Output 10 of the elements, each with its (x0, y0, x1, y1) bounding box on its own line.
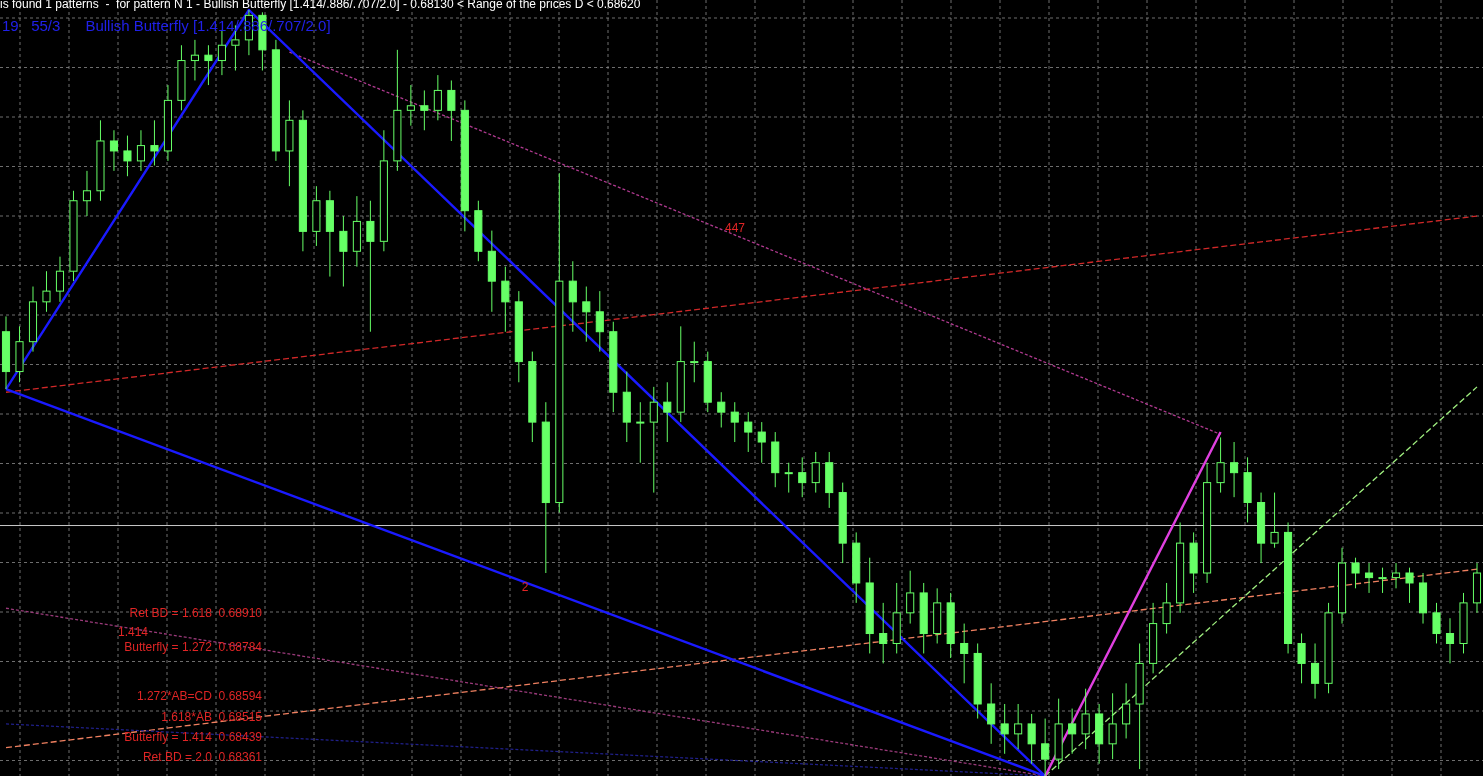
annotation: 1.618*AB 0.68515 (161, 710, 263, 724)
annotation: Ret BD = 2.0 0.68361 (142, 750, 263, 764)
annotation: 1.414 (117, 625, 149, 639)
chart-title: is found 1 patterns - for pattern N 1 - Bullish Butterfly [1.414/.886/.707/2.0] - 0.68130 < Range of the prices D < 0.68620 (0, 0, 641, 11)
annotation: 447 (724, 221, 746, 235)
annotation: Butterfly = 1.272 0.68784 (124, 640, 263, 654)
annotation: Ret BD = 1.618 0.68910 (129, 606, 263, 620)
annotation: 2 (521, 580, 529, 594)
annotation: Butterfly = 1.414 0.68439 (124, 730, 263, 744)
annotation: 1.272*AB=CD 0.68594 (136, 689, 263, 703)
